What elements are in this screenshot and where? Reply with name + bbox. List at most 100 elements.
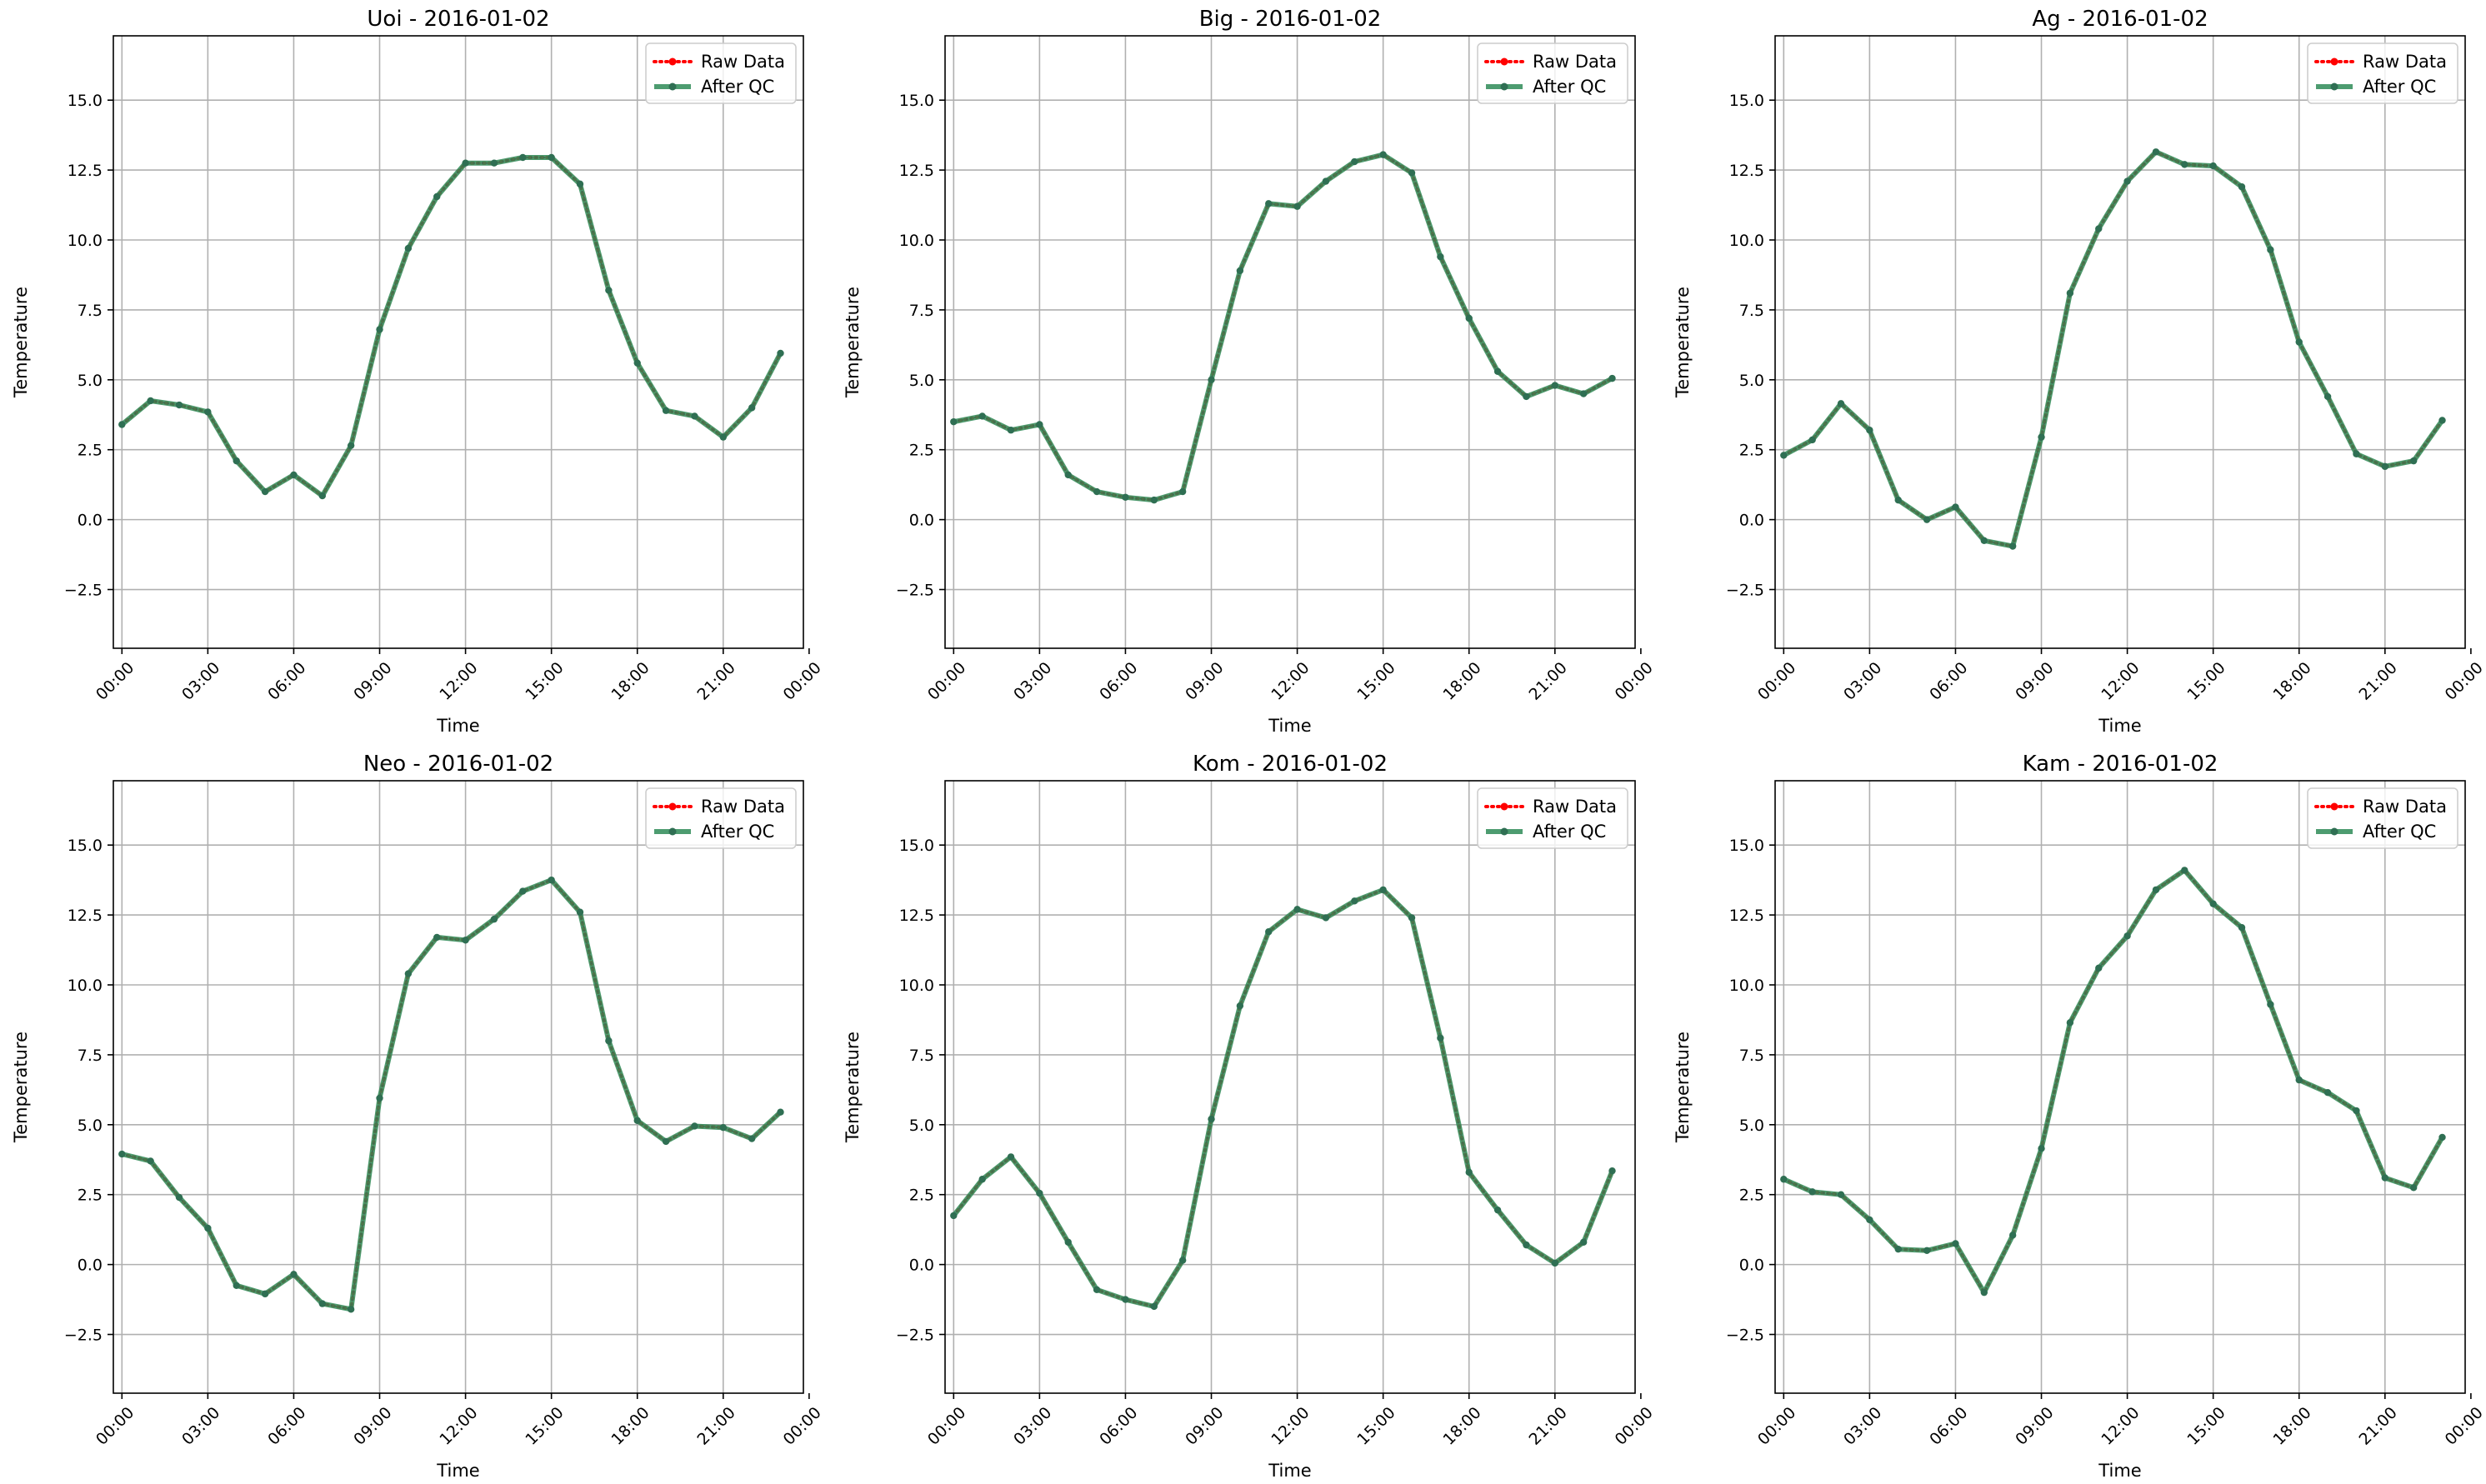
legend-label-after-qc: After QC (2363, 77, 2436, 97)
y-tick-label: 7.5 (78, 1047, 103, 1065)
series-line-after-qc (951, 887, 1615, 1309)
y-tick-label: 15.0 (68, 837, 103, 855)
y-tick-label: 0.0 (78, 512, 103, 530)
data-point (233, 457, 240, 465)
data-point (2095, 225, 2103, 232)
y-tick-label: 15.0 (899, 92, 934, 110)
data-point (404, 244, 413, 252)
legend-marker-after-qc (668, 827, 677, 836)
y-tick-label: 10.0 (68, 977, 103, 995)
x-tick-label: 18:00 (1439, 658, 1484, 703)
data-point (2152, 886, 2160, 894)
legend-label-raw-data: Raw Data (1533, 797, 1617, 817)
x-tick-label: 12:00 (2098, 658, 2143, 703)
data-point (719, 433, 728, 441)
x-tick-label: 00:00 (780, 1403, 825, 1448)
x-tick-label: 06:00 (264, 1403, 309, 1448)
data-point (548, 876, 555, 884)
y-tick-label: 10.0 (68, 232, 103, 250)
x-tick-label: 12:00 (436, 658, 481, 703)
data-point (2381, 1174, 2389, 1182)
data-point (2123, 177, 2131, 185)
y-tick-label: 15.0 (68, 92, 103, 110)
data-point (1178, 487, 1187, 496)
data-point (605, 1037, 613, 1045)
data-point (777, 349, 784, 357)
y-tick-label: 0.0 (909, 1257, 934, 1275)
x-tick-label: 09:00 (1182, 1403, 1227, 1448)
data-point (1293, 906, 1301, 913)
legend-marker-raw-data (2330, 57, 2338, 66)
data-point (1236, 1002, 1244, 1010)
data-point (777, 1108, 784, 1116)
data-point (1408, 169, 1416, 177)
series-line-raw-data (952, 887, 1614, 1309)
data-point (233, 1282, 240, 1289)
data-point (2038, 1145, 2045, 1152)
x-tick-label: 15:00 (2183, 658, 2228, 703)
data-point (118, 1150, 126, 1158)
x-tick-label: 21:00 (694, 658, 739, 703)
data-point (1265, 928, 1273, 936)
data-point (1923, 1247, 1931, 1255)
data-point (1523, 392, 1530, 401)
series-line-overlay (1783, 151, 2443, 547)
y-tick-label: 15.0 (899, 837, 934, 855)
data-point (490, 915, 498, 923)
data-point (2152, 148, 2160, 156)
x-tick-label: 06:00 (1096, 1403, 1141, 1448)
data-point (2008, 542, 2017, 550)
data-point (691, 412, 698, 420)
legend-label-after-qc: After QC (2363, 822, 2436, 842)
x-tick-label: 12:00 (1268, 658, 1313, 703)
data-point (1837, 1191, 1845, 1198)
data-point (1036, 421, 1043, 428)
data-point (433, 192, 441, 201)
x-tick-label: 00:00 (2442, 658, 2486, 703)
y-tick-label: −2.5 (896, 1327, 934, 1345)
x-tick-label: 15:00 (522, 658, 567, 703)
subplot-6: −2.5 0.0 2.5 5.0 7.5 10.0 12.5 15.0 00:00 03:00 06… (1673, 752, 2486, 1481)
data-point (204, 408, 212, 416)
data-point (950, 417, 958, 426)
data-point (576, 180, 584, 188)
legend-label-after-qc: After QC (701, 77, 774, 97)
data-point (1780, 1176, 1788, 1183)
plot-frame (113, 35, 804, 649)
legend: Raw Data After QC (1477, 787, 1628, 849)
legend: Raw Data After QC (645, 787, 797, 849)
data-point (1523, 1241, 1530, 1249)
legend-marker-after-qc (1500, 82, 1508, 91)
data-point (1178, 1257, 1187, 1264)
data-point (1493, 1206, 1502, 1214)
legend: Raw Data After QC (2307, 787, 2458, 849)
y-tick-label: 0.0 (909, 512, 934, 530)
data-point (1208, 1115, 1215, 1123)
x-tick-label: 06:00 (1926, 658, 1971, 703)
subplot-5: −2.5 0.0 2.5 5.0 7.5 10.0 12.5 15.0 00:00 03:00 06… (843, 752, 1657, 1481)
data-point (347, 442, 355, 449)
y-tick-label: −2.5 (64, 1327, 103, 1345)
legend-label-raw-data: Raw Data (701, 52, 785, 72)
y-tick-label: 12.5 (899, 907, 934, 925)
plot-frame (944, 35, 1636, 649)
data-point (2295, 338, 2303, 346)
x-tick-label: 00:00 (780, 658, 825, 703)
y-tick-label: 7.5 (909, 302, 934, 320)
y-tick-label: 5.0 (78, 372, 103, 390)
data-point (1923, 516, 1931, 523)
subplot-title: Neo - 2016-01-02 (363, 752, 553, 777)
y-axis-label: Temperature (11, 1032, 31, 1143)
y-axis-label: Temperature (1673, 287, 1693, 398)
data-point (2066, 1019, 2074, 1027)
series-line-raw-data (1782, 867, 2444, 1297)
data-point (978, 412, 986, 420)
data-point (118, 421, 126, 428)
x-tick-label: 21:00 (694, 1403, 739, 1448)
y-tick-label: 12.5 (1729, 907, 1764, 925)
data-point (2209, 162, 2217, 170)
x-tick-label: 00:00 (1612, 658, 1657, 703)
data-point (1007, 1153, 1015, 1161)
data-point (2238, 923, 2246, 932)
subplot-1: −2.5 0.0 2.5 5.0 7.5 10.0 12.5 15.0 00:00 03:00 06… (11, 7, 825, 736)
